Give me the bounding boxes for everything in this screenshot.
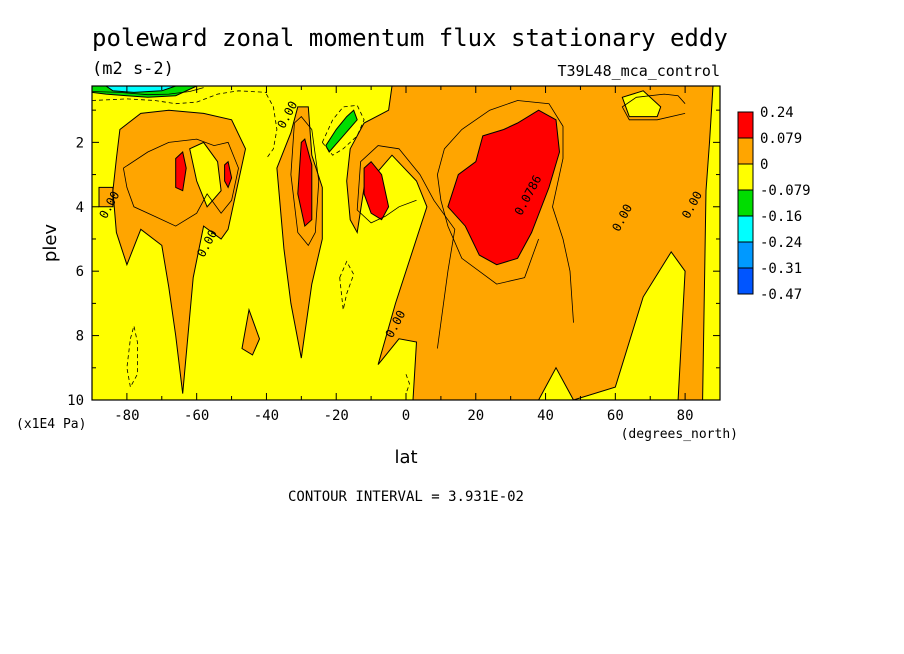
- x-tick-label: -40: [254, 408, 279, 424]
- x-tick-label: 80: [677, 408, 694, 424]
- colorbar-label: 0: [760, 157, 768, 173]
- y-units: (x1E4 Pa): [16, 417, 86, 432]
- chart-title: poleward zonal momentum flux stationary …: [92, 24, 728, 52]
- colorbar-swatch: [737, 111, 754, 139]
- y-tick-label: 6: [76, 264, 84, 280]
- x-axis: -80 -60 -40 -20 0 20 40 60 80: [91, 86, 721, 424]
- contour-region-red: [224, 160, 233, 189]
- contour-lines: [92, 87, 686, 394]
- colorbar-label: -0.16: [760, 209, 802, 225]
- contour-line-solid: [356, 145, 456, 349]
- y-tick-label: 8: [76, 329, 84, 345]
- y-tick-label: 4: [76, 200, 84, 216]
- colorbar-swatch: [737, 215, 754, 243]
- contour-region-orange: [241, 307, 261, 356]
- contour-region-orange: [346, 86, 714, 400]
- colorbar-swatch: [737, 163, 754, 191]
- contour-line-solid: [123, 138, 239, 227]
- x-tick-label: -20: [324, 408, 349, 424]
- contour-region-yellow: [189, 141, 222, 208]
- x-units: (degrees_north): [621, 427, 738, 442]
- contour-region-red: [297, 138, 313, 228]
- x-tick-label: 0: [402, 408, 410, 424]
- contour-line-solid: [436, 100, 574, 323]
- y-axis-label: plev: [40, 224, 61, 263]
- y-axis: 2 4 6 8 10: [67, 109, 720, 409]
- dataset-label: T39L48_mca_control: [557, 62, 720, 80]
- colorbar-label: 0.079: [760, 131, 802, 147]
- contour-region-orange: [98, 186, 114, 208]
- contour-line-dashed: [339, 260, 355, 310]
- contour-region-red: [363, 160, 390, 221]
- contour-region-red: [447, 109, 561, 266]
- contour-interval-label: CONTOUR INTERVAL = 3.931E-02: [288, 489, 524, 505]
- colorbar-swatch: [737, 241, 754, 269]
- filled-contours: [92, 86, 714, 400]
- x-tick-label: 60: [607, 408, 624, 424]
- chart-subtitle: (m2 s-2): [92, 59, 174, 79]
- colorbar-label: -0.47: [760, 287, 802, 303]
- y-tick-label: 10: [67, 393, 84, 409]
- contour-line-dashed: [92, 90, 267, 105]
- contour-region-red: [175, 151, 187, 192]
- y-tick-label: 2: [76, 135, 84, 151]
- x-tick-label: 40: [537, 408, 554, 424]
- colorbar-label: -0.31: [760, 261, 802, 277]
- contour-line-solid: [621, 93, 686, 121]
- contour-line-dashed: [321, 104, 365, 156]
- colorbar-swatch: [737, 137, 754, 165]
- contour-region-yellow: [621, 90, 662, 118]
- colorbar-label: -0.24: [760, 235, 802, 251]
- contour-region-cyan: [105, 86, 176, 93]
- colorbar-label: -0.079: [760, 183, 811, 199]
- colorbar-label: 0.24: [760, 105, 794, 121]
- x-tick-label: -80: [114, 408, 139, 424]
- x-axis-label: lat: [394, 447, 417, 468]
- contour-line-solid: [290, 116, 320, 247]
- colorbar-swatch: [737, 267, 754, 295]
- x-tick-label: -60: [184, 408, 209, 424]
- contour-region-green: [325, 109, 358, 153]
- contour-line-dashed: [405, 374, 410, 394]
- colorbar-swatch: [737, 189, 754, 217]
- contour-line-dashed: [266, 93, 278, 159]
- x-tick-label: 20: [467, 408, 484, 424]
- contour-line-solid: [92, 87, 204, 96]
- colorbar: 0.24 0.079 0 -0.079 -0.16 -0.24 -0.31 -0.47: [737, 105, 811, 303]
